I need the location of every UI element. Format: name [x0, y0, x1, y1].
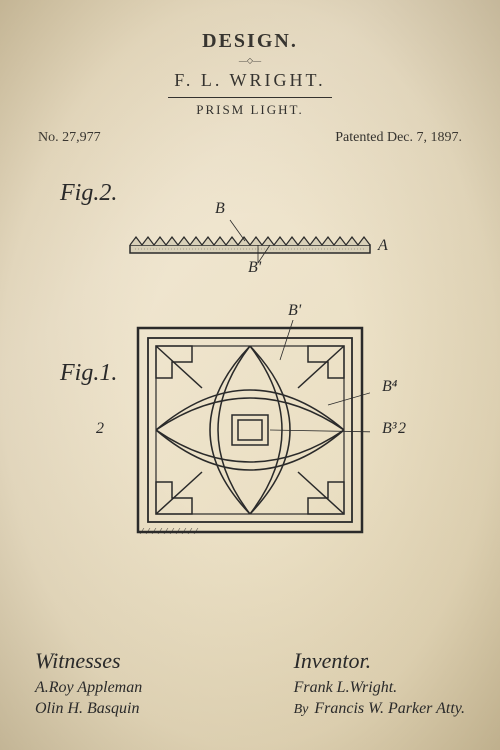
- attorney-signature: Francis W. Parker Atty.: [314, 699, 465, 720]
- patent-number: No. 27,977: [38, 130, 101, 146]
- header: DESIGN. —◇— F. L. WRIGHT. PRISM LIGHT.: [0, 0, 500, 118]
- witnesses-heading: Witnesses: [35, 648, 142, 674]
- fig1-ref-2R: 2: [398, 420, 406, 438]
- signatures: Witnesses A.Roy Appleman Olin H. Basquin…: [0, 648, 500, 720]
- design-label: DESIGN.: [0, 30, 500, 53]
- fig1-ref-Bprime: B': [288, 302, 301, 320]
- fig2-drawing: [120, 215, 380, 265]
- fig2-ref-Bprime: B': [248, 259, 261, 277]
- by-prefix: By: [294, 702, 309, 718]
- fig2-ref-A: A: [378, 237, 388, 255]
- inventor-signature: Frank L.Wright.: [294, 678, 465, 699]
- inventor-heading: Inventor.: [294, 648, 465, 674]
- fig2-ref-B: B: [215, 200, 225, 218]
- fig1-ref-B4: B⁴: [382, 378, 397, 396]
- fig1-container: B' B⁴ B³ 2 2: [130, 320, 370, 540]
- divider-dot: —◇—: [0, 56, 500, 65]
- witness2: Olin H. Basquin: [35, 699, 142, 720]
- invention-title: PRISM LIGHT.: [0, 102, 500, 118]
- inventor-name-wrap: F. L. WRIGHT.: [168, 68, 331, 98]
- fig2-label: Fig.2.: [60, 180, 117, 207]
- inventor-block: Inventor. Frank L.Wright. By Francis W. …: [294, 648, 465, 720]
- witness1: A.Roy Appleman: [35, 678, 142, 699]
- meta-row: No. 27,977 Patented Dec. 7, 1897.: [0, 130, 500, 146]
- fig1-label: Fig.1.: [60, 360, 117, 387]
- fig1-ref-2L: 2: [96, 420, 104, 438]
- patent-date: Patented Dec. 7, 1897.: [335, 130, 462, 146]
- attorney-line: By Francis W. Parker Atty.: [294, 699, 465, 720]
- inventor-name: F. L. WRIGHT.: [174, 70, 325, 95]
- fig1-drawing: [130, 320, 370, 540]
- witnesses-block: Witnesses A.Roy Appleman Olin H. Basquin: [35, 648, 142, 720]
- fig1-ref-B3: B³: [382, 420, 397, 438]
- fig2-container: B B' A: [120, 215, 380, 270]
